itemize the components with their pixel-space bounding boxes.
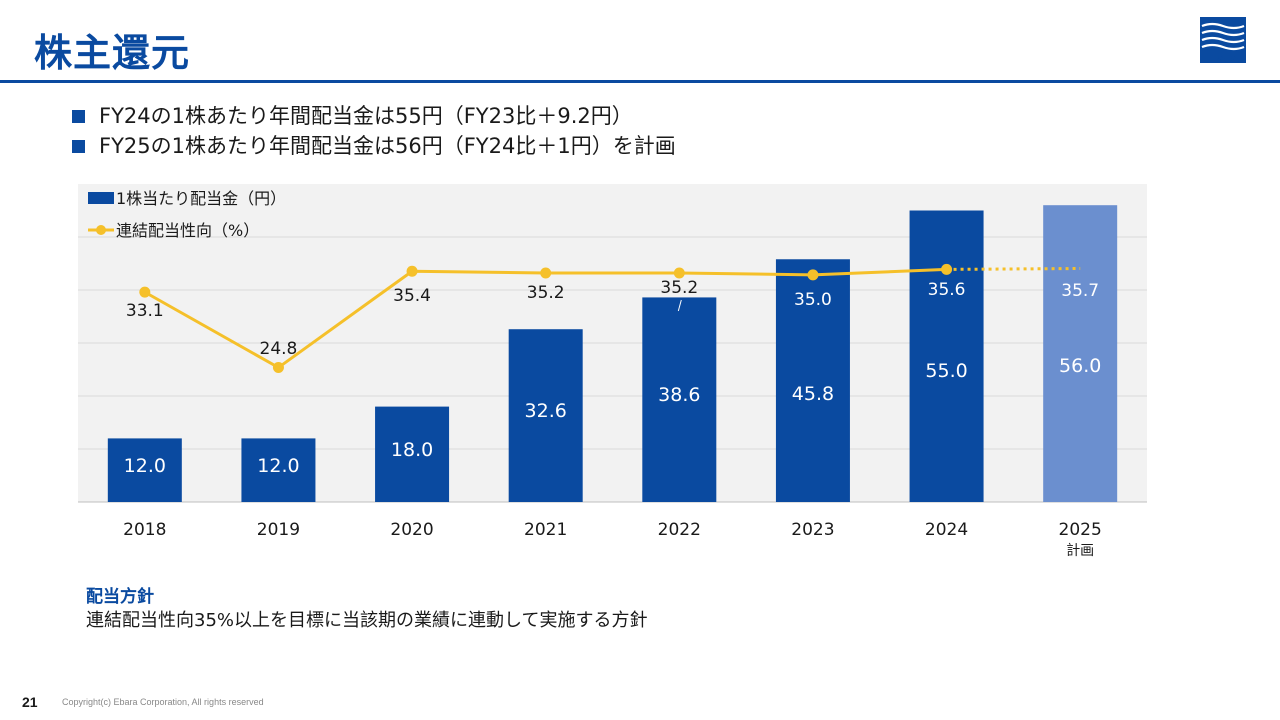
legend-bar-label: 1株当たり配当金（円）	[116, 189, 286, 208]
x-tick-label: 2022	[658, 520, 701, 540]
line-point	[807, 269, 819, 281]
logo-wordmark: EBARA	[1206, 54, 1239, 64]
line-value-label: 35.4	[393, 286, 431, 306]
x-tick-label: 2023	[791, 520, 834, 540]
line-point	[272, 362, 284, 374]
x-tick-label: 2018	[123, 520, 166, 540]
line-point	[673, 267, 685, 279]
line-point	[941, 263, 953, 275]
bullet-square-icon	[72, 109, 85, 123]
line-point	[406, 265, 418, 277]
line-value-label: 35.2	[660, 278, 698, 298]
line-value-label: 35.2	[527, 283, 565, 303]
x-tick-sublabel: 計画	[1066, 543, 1094, 559]
page-title: 株主還元	[34, 31, 191, 75]
line-value-label: 24.8	[260, 339, 298, 359]
x-tick-label: 2019	[257, 520, 300, 540]
bullet-text: FY25の1株あたり年間配当金は56円（FY24比＋1円）を計画	[99, 134, 676, 158]
line-value-label: 35.6	[928, 280, 966, 300]
line-point	[139, 286, 151, 298]
policy-title: 配当方針	[86, 587, 154, 607]
bar-value-label: 55.0	[925, 360, 967, 382]
summary-bullets: FY24の1株あたり年間配当金は55円（FY23比＋9.2円） FY25の1株あ…	[72, 101, 676, 161]
bar	[508, 329, 583, 502]
bar	[107, 438, 182, 502]
bar	[909, 210, 984, 502]
payout-ratio-projected-line	[946, 266, 1081, 271]
bar	[1043, 205, 1118, 502]
x-tick-label: 2024	[925, 520, 968, 540]
bar	[642, 297, 717, 502]
x-tick-label: 2025	[1059, 520, 1102, 540]
ebara-logo-icon	[1200, 17, 1246, 63]
legend-line-label: 連結配当性向（%）	[116, 221, 259, 240]
label-leader-line	[677, 299, 682, 312]
x-tick-label: 2020	[390, 520, 433, 540]
x-tick-label: 2021	[524, 520, 567, 540]
title-divider	[0, 80, 1280, 83]
bar	[375, 406, 450, 502]
bullet-item: FY24の1株あたり年間配当金は55円（FY23比＋9.2円）	[72, 101, 676, 131]
bullet-text: FY24の1株あたり年間配当金は55円（FY23比＋9.2円）	[99, 104, 633, 128]
line-value-label: 35.7	[1061, 281, 1099, 301]
bar-value-label: 38.6	[658, 384, 700, 406]
bar-value-label: 32.6	[525, 400, 567, 422]
bar-value-label: 18.0	[391, 439, 433, 461]
bullet-square-icon	[72, 139, 85, 153]
legend-line-marker	[96, 225, 106, 235]
page-number: 21	[22, 694, 38, 710]
legend-bar-swatch	[88, 192, 114, 204]
bullet-item: FY25の1株あたり年間配当金は56円（FY24比＋1円）を計画	[72, 131, 676, 161]
bar-value-label: 45.8	[792, 383, 834, 405]
copyright-notice: Copyright(c) Ebara Corporation, All righ…	[62, 697, 264, 707]
bar	[241, 438, 316, 502]
policy-text: 連結配当性向35%以上を目標に当該期の業績に連動して実施する方針	[86, 610, 648, 631]
bar-value-label: 12.0	[124, 455, 166, 477]
bar-value-label: 56.0	[1059, 355, 1101, 377]
bar	[775, 259, 850, 502]
line-value-label: 33.1	[126, 301, 164, 321]
line-value-label: 35.0	[794, 290, 832, 310]
line-point	[540, 267, 552, 279]
bar-value-label: 12.0	[257, 455, 299, 477]
